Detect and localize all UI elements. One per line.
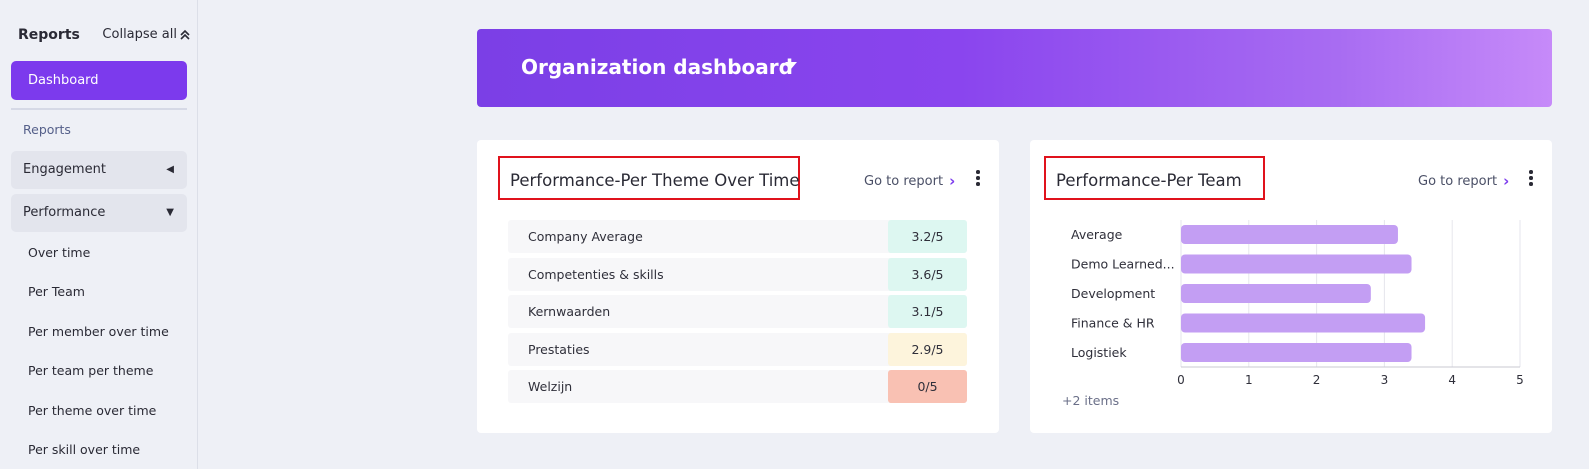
theme-row: Company Average 3.2/5: [508, 220, 967, 253]
sidebar-divider: [11, 108, 187, 110]
team-bar[interactable]: [1181, 284, 1371, 303]
category-label: Average: [1071, 227, 1123, 242]
category-label: Finance & HR: [1071, 316, 1155, 331]
theme-row: Prestaties 2.9/5: [508, 332, 967, 366]
x-tick-label: 5: [1516, 373, 1524, 387]
card-title: Performance-Per Team: [1056, 171, 1242, 190]
sidebar-item-dashboard[interactable]: Dashboard: [11, 61, 187, 100]
sidebar-group-label: Engagement: [23, 162, 106, 177]
chevron-right-icon: ›: [1503, 172, 1510, 190]
category-label: Logistiek: [1071, 345, 1127, 360]
theme-row-label: Company Average: [528, 229, 643, 244]
sidebar-item-per-skill-over-time[interactable]: Per skill over time: [28, 442, 141, 457]
team-bar[interactable]: [1181, 225, 1398, 244]
theme-row-score: 2.9/5: [888, 332, 967, 366]
sidebar-item-over-time[interactable]: Over time: [28, 245, 91, 260]
sidebar-group-label: Performance: [23, 205, 106, 220]
theme-row: Competenties & skills 3.6/5: [508, 257, 967, 291]
chevron-double-up-icon: [180, 29, 190, 40]
sidebar-title: Reports: [18, 27, 80, 43]
card-title-highlight: Performance-Per Theme Over Time: [498, 156, 800, 200]
sidebar-item-per-team[interactable]: Per Team: [28, 284, 85, 299]
chevron-right-icon: ›: [949, 172, 956, 190]
theme-row-label: Competenties & skills: [528, 266, 664, 282]
team-bar-chart: 0 1 2 3 4 5 Average Demo Learned... Development F…: [1071, 220, 1524, 387]
sidebar-section-reports: Reports: [23, 122, 71, 137]
x-tick-label: 4: [1448, 373, 1456, 387]
per-team-card: Performance-Per Team Go to report › 0 1 2 3…: [1030, 140, 1552, 433]
collapse-all-label: Collapse all: [102, 27, 177, 42]
theme-row-score: 3.6/5: [888, 257, 967, 291]
dashboard-banner: Organization dashboard: [477, 29, 1552, 107]
category-label: Development: [1071, 286, 1155, 301]
team-bar[interactable]: [1181, 254, 1412, 274]
sidebar: Reports Collapse all Dashboard Reports E…: [0, 0, 198, 469]
dashboard-dropdown-caret-icon[interactable]: [785, 62, 797, 69]
card-title-highlight: Performance-Per Team: [1044, 156, 1265, 200]
theme-over-time-card: Performance-Per Theme Over Time Go to re…: [477, 140, 999, 433]
sidebar-item-per-team-per-theme[interactable]: Per team per theme: [28, 363, 154, 378]
x-tick-label: 0: [1177, 373, 1185, 387]
more-options-icon[interactable]: [976, 170, 980, 186]
theme-row-label: Kernwaarden: [528, 304, 611, 319]
sidebar-group-performance[interactable]: Performance ▼: [11, 194, 187, 232]
theme-row: Welzijn 0/5: [508, 370, 967, 403]
go-to-report-label: Go to report: [864, 173, 944, 189]
go-to-report-link[interactable]: Go to report ›: [1418, 172, 1509, 190]
go-to-report-link[interactable]: Go to report ›: [864, 172, 955, 190]
sidebar-header: Reports Collapse all: [18, 27, 190, 45]
more-items-link[interactable]: +2 items: [1062, 393, 1120, 408]
theme-row: Kernwaarden 3.1/5: [508, 295, 967, 328]
x-tick-label: 2: [1313, 373, 1321, 387]
sidebar-item-per-member-over-time[interactable]: Per member over time: [28, 324, 169, 339]
card-title: Performance-Per Theme Over Time: [510, 171, 800, 190]
team-bar[interactable]: [1181, 343, 1412, 362]
go-to-report-label: Go to report: [1418, 173, 1498, 189]
x-tick-label: 3: [1381, 373, 1389, 387]
x-tick-label: 1: [1245, 373, 1253, 387]
dashboard-title[interactable]: Organization dashboard: [521, 55, 793, 79]
theme-row-label: Welzijn: [528, 379, 573, 394]
category-label: Demo Learned...: [1071, 257, 1175, 272]
caret-down-icon: ▼: [166, 207, 174, 218]
more-options-icon[interactable]: [1529, 170, 1533, 186]
theme-row-score: 3.1/5: [888, 295, 967, 328]
caret-left-icon: ◀: [166, 164, 174, 175]
theme-row-score: 0/5: [888, 370, 967, 403]
team-bar[interactable]: [1181, 313, 1426, 333]
sidebar-item-per-theme-over-time[interactable]: Per theme over time: [28, 403, 157, 418]
theme-row-label: Prestaties: [528, 341, 590, 357]
collapse-all-button[interactable]: Collapse all: [102, 27, 190, 42]
theme-row-score: 3.2/5: [888, 220, 967, 253]
sidebar-group-engagement[interactable]: Engagement ◀: [11, 151, 187, 189]
